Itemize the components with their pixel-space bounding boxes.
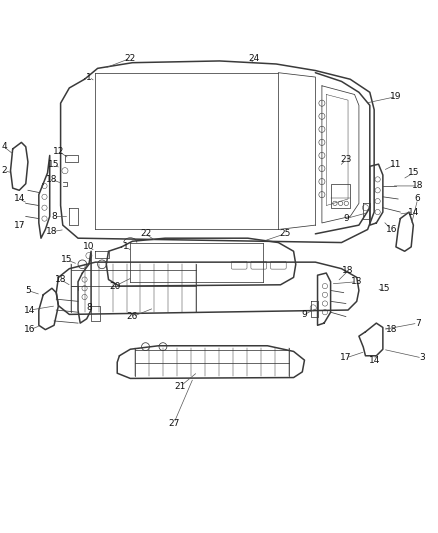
Text: 17: 17 [14,221,25,230]
Text: 5: 5 [25,286,31,295]
Text: 18: 18 [342,266,354,276]
Text: 15: 15 [48,160,60,168]
Text: 27: 27 [168,419,180,428]
Text: 18: 18 [46,175,58,184]
Text: 23: 23 [340,155,352,164]
FancyBboxPatch shape [331,184,350,208]
Text: 21: 21 [175,382,186,391]
Text: 14: 14 [25,305,36,314]
Text: 11: 11 [390,160,402,168]
Text: 22: 22 [125,54,136,63]
Text: 14: 14 [14,195,25,204]
Text: 16: 16 [386,225,397,234]
Text: 1: 1 [86,72,92,82]
Text: 9: 9 [302,310,307,319]
FancyBboxPatch shape [271,261,286,269]
Text: 22: 22 [140,229,151,238]
Text: 15: 15 [61,255,73,264]
Text: 8: 8 [86,303,92,312]
Text: 18: 18 [55,275,66,284]
Text: 8: 8 [51,212,57,221]
Text: 19: 19 [390,92,402,101]
Text: 10: 10 [83,243,95,252]
Text: 14: 14 [408,207,419,216]
Text: 15: 15 [379,284,391,293]
Text: 6: 6 [415,195,420,204]
Text: 20: 20 [110,281,121,290]
Text: 13: 13 [351,277,363,286]
Text: 2: 2 [1,166,7,175]
Text: 4: 4 [1,142,7,151]
Text: 25: 25 [279,229,290,238]
Text: 17: 17 [340,353,352,362]
Text: 1: 1 [123,243,129,252]
FancyBboxPatch shape [251,261,267,269]
Text: 14: 14 [368,356,380,365]
Text: 18: 18 [386,325,397,334]
Text: 16: 16 [25,325,36,334]
Text: 24: 24 [249,54,260,63]
FancyBboxPatch shape [231,261,247,269]
Text: 3: 3 [419,353,425,362]
Text: 18: 18 [46,227,58,236]
Text: 26: 26 [127,312,138,321]
Text: 15: 15 [408,168,419,177]
Text: 18: 18 [412,181,424,190]
Text: 12: 12 [53,147,64,156]
Text: 7: 7 [415,319,420,328]
Text: 9: 9 [343,214,349,223]
